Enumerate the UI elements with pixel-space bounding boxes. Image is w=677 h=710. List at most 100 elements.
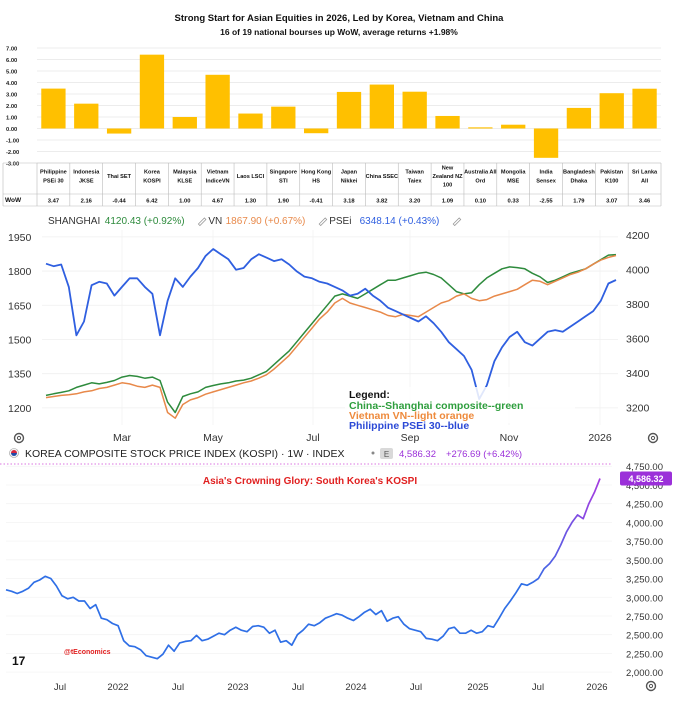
bar-chart-subtitle: 16 of 19 national bourses up WoW, averag… <box>220 27 458 37</box>
bar-category-label: Taiex <box>408 178 423 184</box>
bar-category-label: Malaysia <box>173 170 197 176</box>
bar-category-label: PSEi 30 <box>43 178 64 184</box>
kospi-last-change: +276.69 (+6.42%) <box>446 449 522 460</box>
tradingview-logo: 17 <box>12 654 26 668</box>
left-axis-tick-label: 1650 <box>8 300 32 312</box>
kospi-gridlines <box>6 465 612 673</box>
bar-chart-title: Strong Start for Asian Equities in 2026,… <box>175 13 505 24</box>
asia-indices-line-chart-panel: SHANGHAI 4120.43 (+0.92%) VN 1867.90 (+0.67… <box>0 210 677 446</box>
kospi-x-tick-label: Jul <box>54 682 66 693</box>
header-index-value: 4120.43 (+0.92%) <box>105 216 185 227</box>
bar-category-label: K100 <box>605 178 618 184</box>
bar-category-label: Zealand NZ <box>432 174 463 180</box>
bar-category-label: China SSEC <box>366 174 398 180</box>
left-axis-tick-label: 1950 <box>8 232 32 244</box>
bar-category-label: MSE <box>507 178 519 184</box>
wow-bar-chart-panel: Strong Start for Asian Equities in 2026,… <box>0 0 677 210</box>
bar-category-label: JKSE <box>79 178 94 184</box>
bar <box>533 128 559 158</box>
pencil-icon <box>452 217 462 227</box>
bar-value-label: 3.18 <box>343 199 355 205</box>
bar-value-label: 0.10 <box>475 199 486 205</box>
header-index-value: 1867.90 (+0.67%) <box>226 216 306 227</box>
kospi-status-dot <box>371 451 375 455</box>
legend-entry: Vietnam VN--light orange <box>349 410 474 422</box>
legend-background <box>345 387 575 423</box>
kospi-axes: 4,750.00 4,500.00 4,250.00 4,000.00 3,750.00… <box>54 462 672 693</box>
kospi-badge-label: E <box>384 450 389 459</box>
asia-indices-line-chart: SHANGHAI 4120.43 (+0.92%) VN 1867.90 (+0.67… <box>8 216 659 444</box>
bar-category-label: KLSE <box>177 178 192 184</box>
bar-category-label: Hong Kong <box>301 170 332 176</box>
bar <box>41 88 66 129</box>
right-axis-tick-label: 3200 <box>626 403 650 415</box>
x-axis-tick-label: Jul <box>306 432 319 444</box>
x-axis-tick-label: Sep <box>401 432 420 444</box>
pencil-icon <box>197 217 207 227</box>
settings-gear-icon[interactable] <box>13 432 25 444</box>
bar-category-label: India <box>540 170 554 176</box>
kospi-x-tick-label: 2023 <box>227 682 248 693</box>
bar-chart-bars <box>41 54 657 158</box>
right-axis-tick-label: 3800 <box>626 299 650 311</box>
bar-y-tick-label: 2.00 <box>6 104 17 110</box>
bar-category-label: Ord <box>475 178 486 184</box>
bar <box>501 124 526 129</box>
kospi-price-tag-label: 4,586.32 <box>628 474 663 484</box>
bar-chart-y-axis: 7.00 6.00 5.00 4.00 3.00 2.00 1.00 0.00 -1.00 -2.… <box>6 47 19 168</box>
settings-gear-icon-kospi[interactable] <box>645 680 657 692</box>
bar-category-label: Pakistan <box>600 170 624 176</box>
bar-y-tick-label: 6.00 <box>6 58 17 64</box>
settings-gear-icon-right[interactable] <box>647 432 659 444</box>
bar-category-label: IndiceVN <box>206 178 230 184</box>
bar <box>435 115 460 129</box>
bar-category-label: Thai SET <box>107 174 132 180</box>
kospi-y-tick-label: 4,500.00 <box>626 481 663 492</box>
kospi-y-tick-label: 2,250.00 <box>626 649 663 660</box>
bar <box>632 88 657 129</box>
bar-value-label: 6.42 <box>146 199 157 205</box>
left-axis-tick-label: 1500 <box>8 334 32 346</box>
kospi-x-tick-label: Jul <box>172 682 184 693</box>
kospi-line <box>5 478 601 660</box>
bar-y-tick-label: 4.00 <box>6 81 17 87</box>
bar-category-label: Australia All <box>464 170 497 176</box>
bar-y-tick-label: 7.00 <box>6 47 17 53</box>
bar-y-tick-label: 1.00 <box>6 116 17 122</box>
bar-value-label: 1.30 <box>245 199 256 205</box>
header-index-name: SHANGHAI <box>48 216 100 227</box>
series-line-shanghai <box>45 253 617 414</box>
left-axis-tick-label: 1200 <box>8 403 32 415</box>
bar-category-label: Sensex <box>536 178 556 184</box>
bar <box>336 91 362 129</box>
bar-value-label: 1.79 <box>573 199 585 205</box>
bar-value-label: 4.67 <box>212 199 223 205</box>
bar-value-label: 1.00 <box>179 199 190 205</box>
kospi-chart-title: Asia's Crowning Glory: South Korea's KOS… <box>203 476 417 487</box>
bar-value-label: 3.07 <box>606 199 617 205</box>
bar-category-label: HS <box>312 178 320 184</box>
bar-y-tick-label: -1.00 <box>6 139 19 145</box>
kospi-last-value: 4,586.32 <box>399 449 436 460</box>
x-axis-tick-label: May <box>203 432 224 444</box>
kospi-y-tick-label: 2,000.00 <box>626 668 663 679</box>
x-axis-tick-label: Mar <box>113 432 132 444</box>
kospi-x-tick-label: 2025 <box>467 682 488 693</box>
header-index-value: 6348.14 (+0.43%) <box>360 216 440 227</box>
bar-category-label: Sri Lanka <box>632 170 658 176</box>
bar <box>271 106 296 129</box>
bar-category-label: Philippine <box>40 170 67 176</box>
bar-category-label: STI <box>279 178 288 184</box>
indices-series-lines <box>45 248 617 419</box>
bar-category-label: Laos LSCI <box>237 174 265 180</box>
bar-y-tick-label: 5.00 <box>6 70 17 76</box>
indices-legend-box: Legend:China--Shanghai composite--greenV… <box>345 387 575 432</box>
bar-value-label: 2.16 <box>81 199 93 205</box>
kospi-x-tick-label: 2024 <box>345 682 366 693</box>
korea-flag-icon <box>9 448 19 458</box>
bar <box>172 117 197 129</box>
bar <box>139 54 165 129</box>
kospi-y-tick-label: 3,750.00 <box>626 537 663 548</box>
kospi-y-tick-label: 2,750.00 <box>626 612 663 623</box>
bar-category-label: Dhaka <box>570 178 588 184</box>
